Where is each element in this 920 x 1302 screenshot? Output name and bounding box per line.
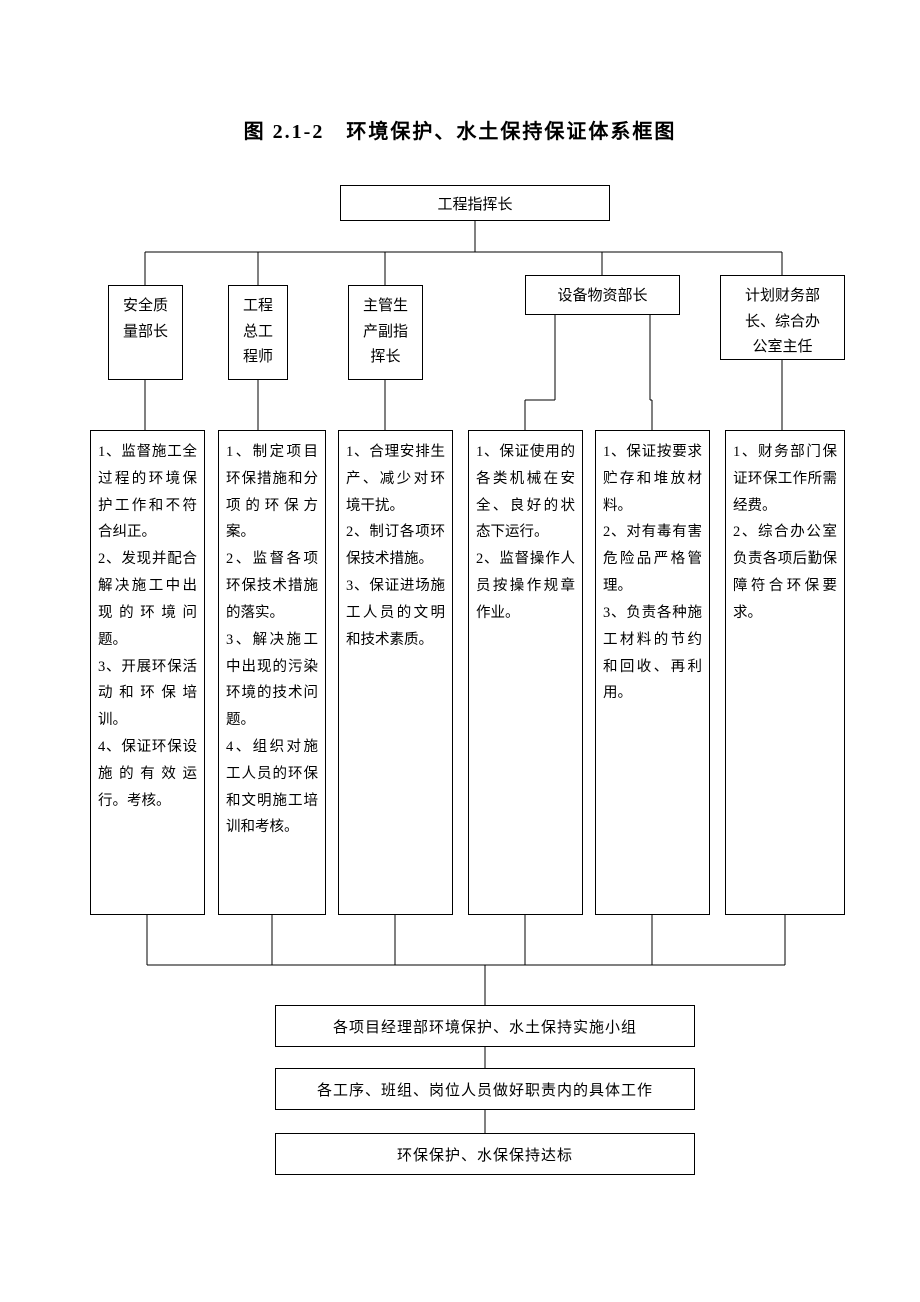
bottom-box-0: 各项目经理部环境保护、水土保持实施小组 (275, 1005, 695, 1047)
detail-box-3: 1、保证使用的各类机械在安全、良好的状态下运行。 2、监督操作人员按操作规章作业… (468, 430, 583, 915)
detail-box-5: 1、财务部门保证环保工作所需经费。 2、综合办公室负责各项后勤保障符合环保要求。 (725, 430, 845, 915)
bottom-box-1: 各工序、班组、岗位人员做好职责内的具体工作 (275, 1068, 695, 1110)
detail-box-4: 1、保证按要求贮存和堆放材料。 2、对有毒有害危险品严格管理。 3、负责各种施工… (595, 430, 710, 915)
role-box-1: 工程 总工 程师 (228, 285, 288, 380)
detail-box-1: 1、制定项目环保措施和分项的环保方案。 2、监督各项环保技术措施的落实。 3、解… (218, 430, 326, 915)
detail-box-2: 1、合理安排生产、减少对环境干扰。 2、制订各项环保技术措施。 3、保证进场施工… (338, 430, 453, 915)
role-box-0: 安全质 量部长 (108, 285, 183, 380)
role-box-3: 设备物资部长 (525, 275, 680, 315)
diagram-title: 图 2.1-2 环境保护、水土保持保证体系框图 (0, 115, 920, 144)
node-commander: 工程指挥长 (340, 185, 610, 221)
role-box-4: 计划财务部 长、综合办 公室主任 (720, 275, 845, 360)
detail-box-0: 1、监督施工全过程的环境保护工作和不符合纠正。 2、发现并配合解决施工中出现的环… (90, 430, 205, 915)
bottom-box-2: 环保保护、水保保持达标 (275, 1133, 695, 1175)
role-box-2: 主管生 产副指 挥长 (348, 285, 423, 380)
